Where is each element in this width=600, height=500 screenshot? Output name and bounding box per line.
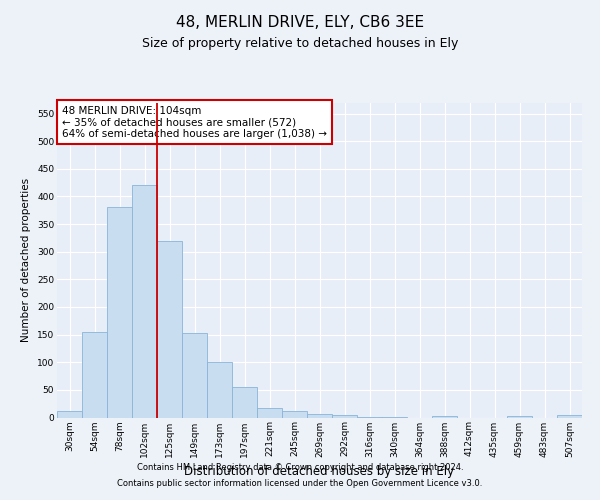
Bar [357, 417, 382, 418]
Bar [257, 408, 282, 418]
Bar [107, 208, 132, 418]
Bar [82, 332, 107, 418]
Text: Size of property relative to detached houses in Ely: Size of property relative to detached ho… [142, 38, 458, 51]
Text: 48 MERLIN DRIVE: 104sqm
← 35% of detached houses are smaller (572)
64% of semi-d: 48 MERLIN DRIVE: 104sqm ← 35% of detache… [62, 106, 327, 139]
Bar [557, 416, 582, 418]
Bar [182, 333, 207, 417]
Text: Contains public sector information licensed under the Open Government Licence v3: Contains public sector information licen… [118, 478, 482, 488]
Bar [332, 416, 357, 418]
Text: Contains HM Land Registry data © Crown copyright and database right 2024.: Contains HM Land Registry data © Crown c… [137, 464, 463, 472]
Bar [232, 387, 257, 418]
Bar [382, 417, 407, 418]
Bar [307, 414, 332, 418]
Bar [282, 412, 307, 418]
X-axis label: Distribution of detached houses by size in Ely: Distribution of detached houses by size … [184, 465, 455, 478]
Bar [432, 416, 457, 418]
Text: 48, MERLIN DRIVE, ELY, CB6 3EE: 48, MERLIN DRIVE, ELY, CB6 3EE [176, 15, 424, 30]
Y-axis label: Number of detached properties: Number of detached properties [22, 178, 31, 342]
Bar [207, 362, 232, 418]
Bar [57, 411, 82, 418]
Bar [132, 186, 157, 418]
Bar [157, 240, 182, 418]
Bar [507, 416, 532, 418]
